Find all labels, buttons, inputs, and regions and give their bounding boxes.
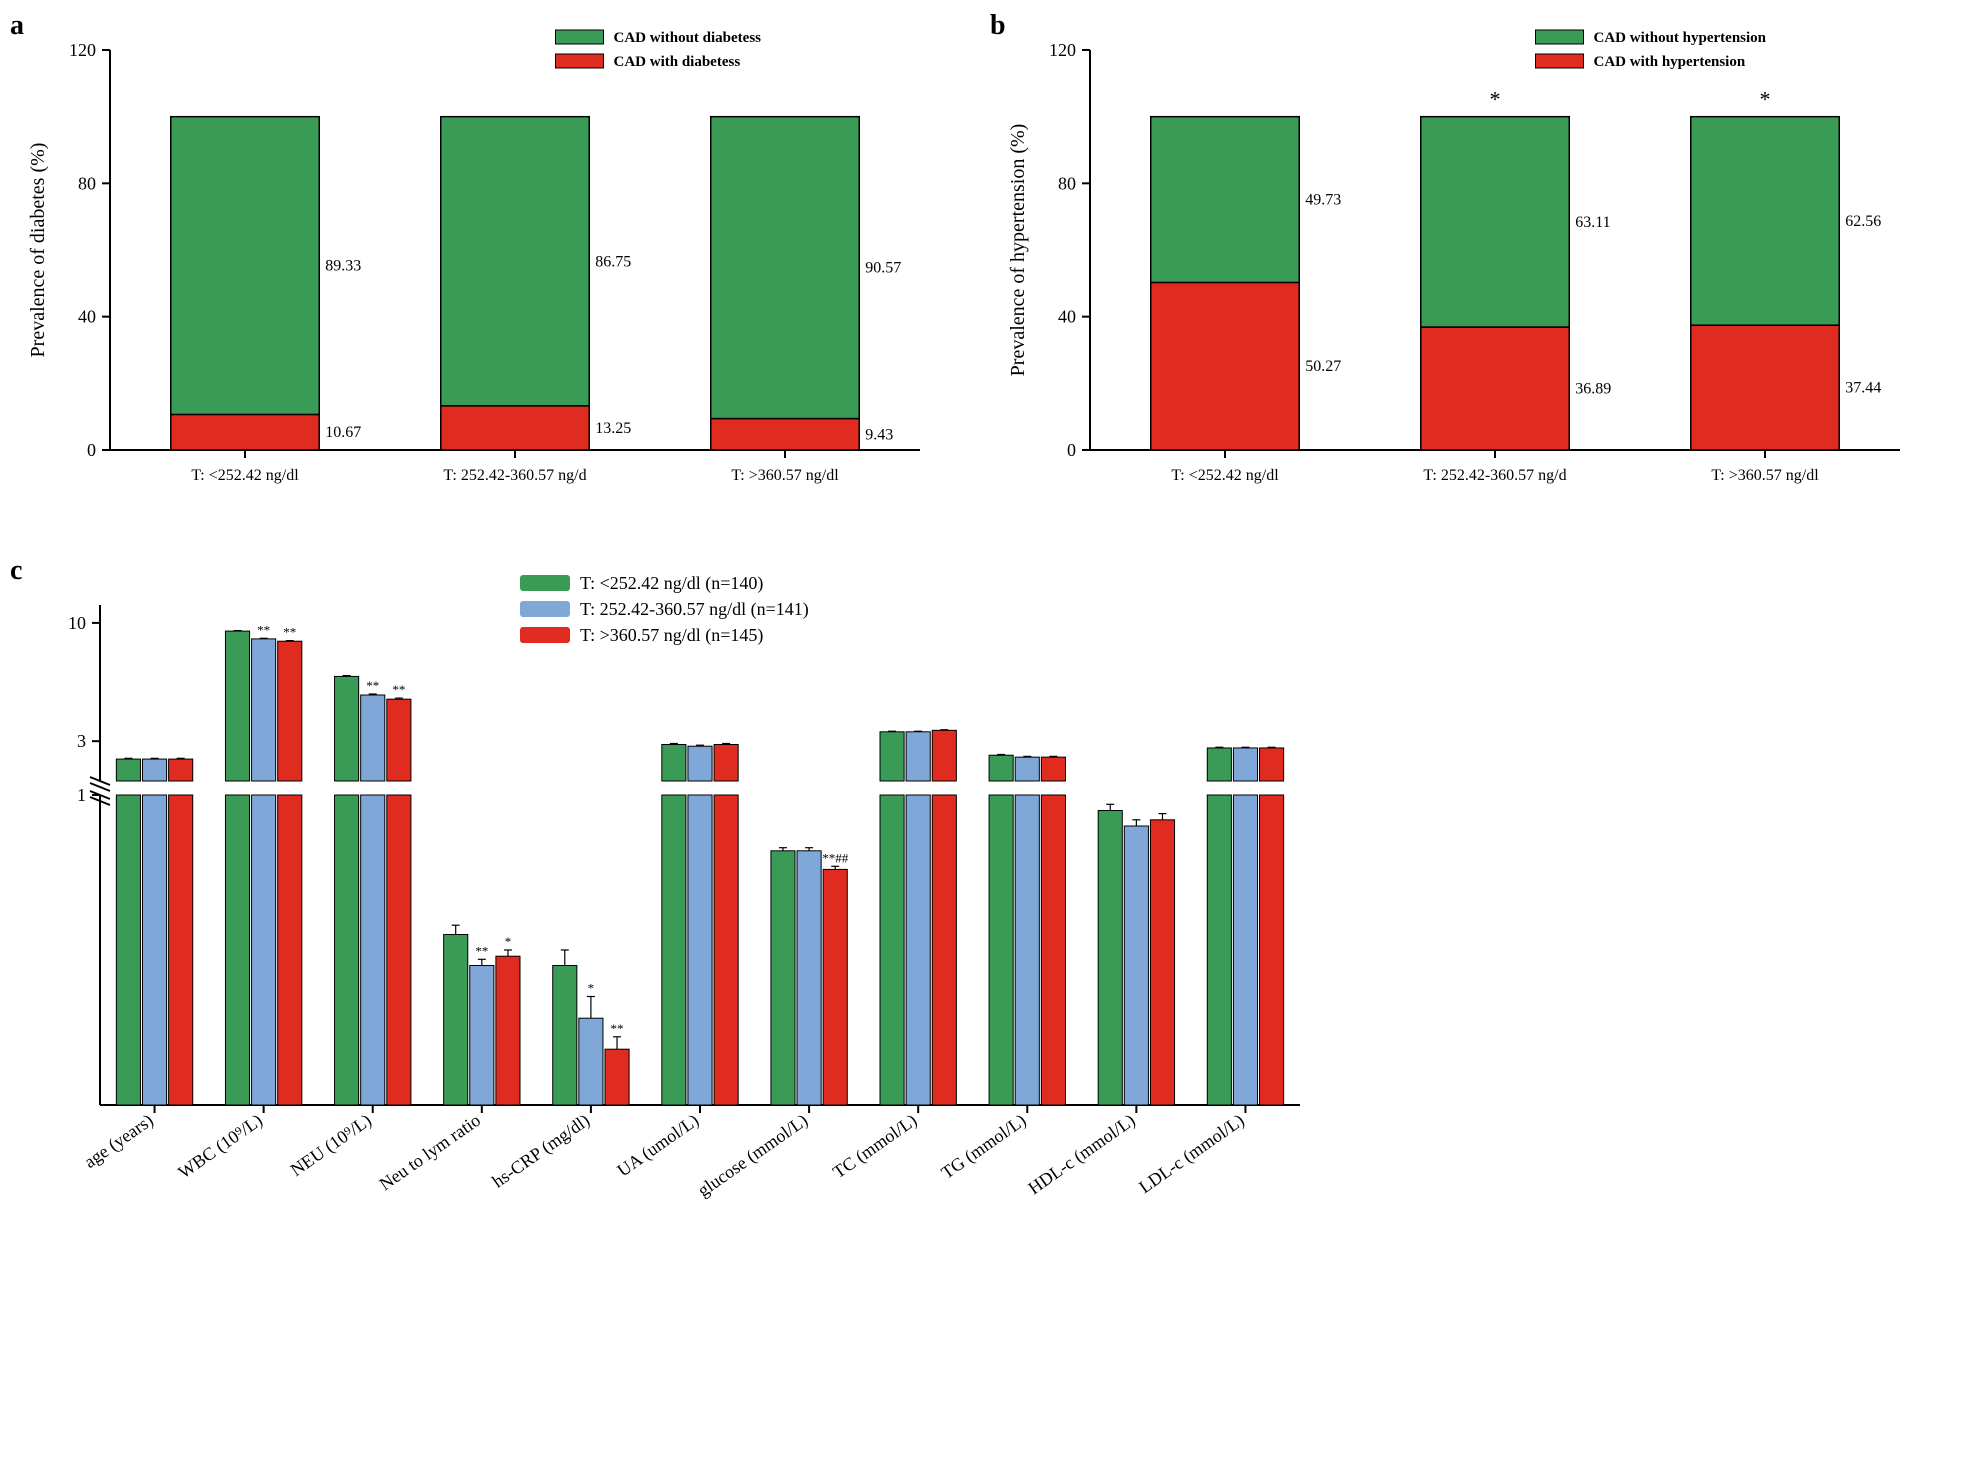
svg-text:90.57: 90.57: [865, 260, 901, 277]
figure-container: a 04080120Prevalence of diabetes (%)89.3…: [20, 20, 1941, 1290]
svg-text:LDL-c (mmol/L): LDL-c (mmol/L): [1135, 1110, 1248, 1198]
svg-text:T: >360.57 ng/dl (n=145): T: >360.57 ng/dl (n=145): [580, 625, 763, 646]
svg-text:glucose (mmol/L): glucose (mmol/L): [694, 1110, 812, 1201]
svg-text:36.89: 36.89: [1575, 381, 1611, 398]
svg-text:**##: **##: [822, 850, 849, 865]
svg-text:10: 10: [68, 613, 86, 633]
svg-text:40: 40: [1058, 307, 1076, 327]
svg-text:63.11: 63.11: [1575, 214, 1610, 231]
svg-text:80: 80: [78, 173, 96, 193]
svg-text:1: 1: [77, 785, 86, 805]
svg-text:3: 3: [77, 731, 86, 751]
svg-text:UA (umol/L): UA (umol/L): [613, 1110, 702, 1181]
svg-text:40: 40: [78, 307, 96, 327]
svg-text:NEU (10⁹/L): NEU (10⁹/L): [287, 1110, 376, 1181]
svg-text:*: *: [588, 981, 595, 996]
svg-text:0: 0: [1067, 440, 1076, 460]
svg-text:**: **: [392, 682, 405, 697]
panel-c-label: c: [10, 555, 22, 587]
svg-text:T: >360.57 ng/dl: T: >360.57 ng/dl: [731, 467, 839, 484]
svg-text:Neu to lym ratio: Neu to lym ratio: [376, 1110, 485, 1194]
panel-a-svg: 0 40 80 120 Prevalence of diabetes (%) 89.33 1…: [20, 20, 940, 520]
svg-text:hs-CRP (mg/dl): hs-CRP (mg/dl): [488, 1110, 593, 1193]
panel-b-svg: 0 40 80 120 Prevalence of hypertension (%) 49…: [1000, 20, 1920, 520]
svg-text:T: <252.42 ng/dl: T: <252.42 ng/dl: [1171, 467, 1279, 484]
svg-text:TC (mmol/L): TC (mmol/L): [829, 1110, 921, 1183]
svg-text:89.33: 89.33: [325, 258, 361, 275]
svg-text:*: *: [505, 934, 512, 949]
svg-text:T: <252.42 ng/dl (n=140): T: <252.42 ng/dl (n=140): [580, 573, 763, 594]
svg-text:0: 0: [87, 440, 96, 460]
panel-a: a 04080120Prevalence of diabetes (%)89.3…: [20, 20, 940, 525]
svg-text:TG (mmol/L): TG (mmol/L): [937, 1110, 1030, 1184]
svg-text:9.43: 9.43: [865, 426, 893, 443]
svg-text:Prevalence of diabetes (%): Prevalence of diabetes (%): [27, 143, 49, 358]
svg-text:HDL-c (mmol/L): HDL-c (mmol/L): [1024, 1110, 1139, 1199]
svg-text:**: **: [283, 625, 296, 640]
svg-text:80: 80: [1058, 173, 1076, 193]
svg-text:86.75: 86.75: [595, 253, 631, 270]
svg-text:**: **: [611, 1021, 624, 1036]
svg-text:49.73: 49.73: [1305, 192, 1341, 209]
panel-a-label: a: [10, 10, 24, 42]
svg-text:T: 252.42-360.57 ng/d: T: 252.42-360.57 ng/d: [443, 467, 586, 484]
svg-text:13.25: 13.25: [595, 420, 631, 437]
svg-text:T: >360.57 ng/dl: T: >360.57 ng/dl: [1711, 467, 1819, 484]
svg-text:T: 252.42-360.57 ng/dl (n=141): T: 252.42-360.57 ng/dl (n=141): [580, 599, 809, 620]
svg-text:CAD without diabetess: CAD without diabetess: [614, 30, 762, 46]
svg-text:10.67: 10.67: [325, 424, 361, 441]
svg-text:CAD without hypertension: CAD without hypertension: [1594, 30, 1767, 46]
svg-text:*: *: [1760, 87, 1771, 112]
panel-b: b 04080120Prevalence of hypertension (%)…: [1000, 20, 1920, 525]
svg-text:120: 120: [69, 40, 96, 60]
svg-text:37.44: 37.44: [1845, 380, 1881, 397]
svg-text:age (years): age (years): [80, 1110, 157, 1173]
svg-text:50.27: 50.27: [1305, 358, 1341, 375]
svg-text:CAD with hypertension: CAD with hypertension: [1594, 54, 1746, 70]
svg-text:T: <252.42 ng/dl: T: <252.42 ng/dl: [191, 467, 299, 484]
svg-text:WBC (10⁹/L): WBC (10⁹/L): [174, 1110, 266, 1183]
top-row: a 04080120Prevalence of diabetes (%)89.3…: [20, 20, 1941, 525]
svg-text:**: **: [257, 622, 270, 637]
svg-text:62.56: 62.56: [1845, 213, 1881, 230]
svg-text:120: 120: [1049, 40, 1076, 60]
panel-b-label: b: [990, 10, 1006, 42]
svg-text:**: **: [366, 678, 379, 693]
svg-text:CAD with diabetess: CAD with diabetess: [614, 54, 741, 70]
svg-text:**: **: [475, 943, 488, 958]
panel-c-svg: 1310age (years)****WBC (10⁹/L)****NEU (1…: [20, 565, 1320, 1285]
svg-text:Prevalence of hypertension (%): Prevalence of hypertension (%): [1007, 124, 1029, 377]
svg-text:*: *: [1490, 87, 1501, 112]
panel-c: c 1310age (years)****WBC (10⁹/L)****NEU …: [20, 565, 1941, 1290]
svg-text:T: 252.42-360.57 ng/d: T: 252.42-360.57 ng/d: [1423, 467, 1566, 484]
